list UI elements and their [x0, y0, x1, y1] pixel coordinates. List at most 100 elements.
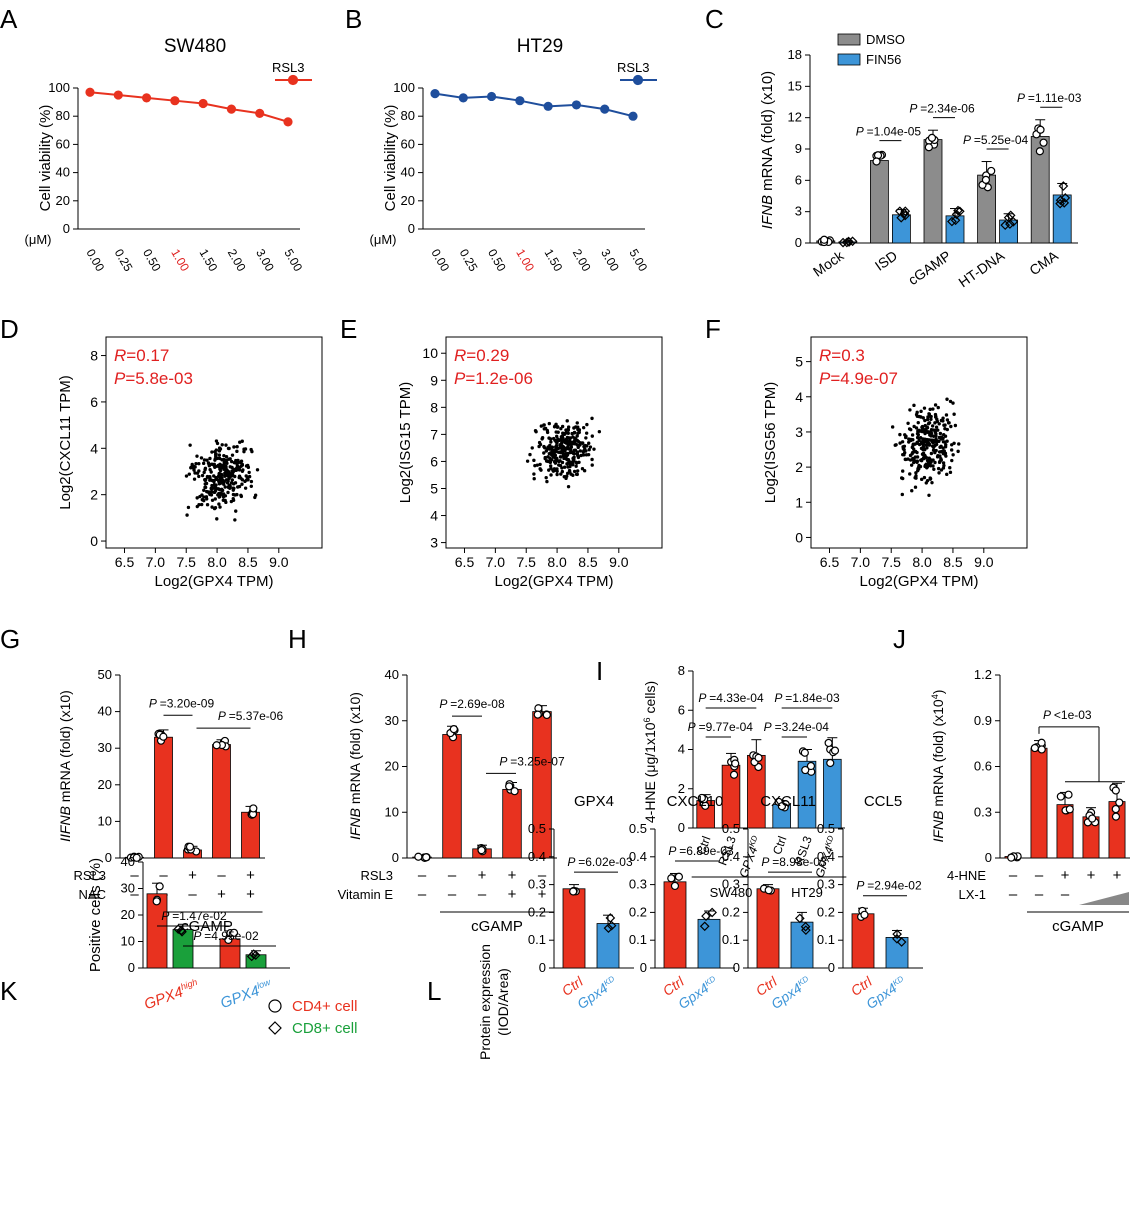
scatter-point — [195, 496, 199, 500]
scatter-point — [909, 463, 914, 467]
y-tick-label: 30 — [121, 881, 135, 896]
replicate-point — [422, 853, 431, 862]
scatter-point — [917, 438, 921, 443]
scatter-point — [575, 452, 580, 456]
bar — [212, 744, 231, 859]
y-label-gene: IFNB — [759, 195, 776, 229]
scatter-point — [564, 454, 569, 458]
subpanel-title: CXCL11 — [760, 793, 816, 810]
legend-label: DMSO — [866, 32, 905, 47]
y-tick-label: 0.4 — [629, 849, 647, 864]
scatter-point — [572, 457, 576, 462]
scatter-point — [907, 440, 911, 444]
scatter-point — [898, 432, 902, 437]
scatter-point — [235, 445, 239, 449]
scatter-point — [921, 452, 926, 457]
scatter-point — [239, 493, 243, 497]
scatter-point — [566, 428, 571, 432]
y-tick-label: 5 — [430, 480, 438, 496]
y-tick-label: 0.1 — [817, 932, 835, 947]
x-tick-label: 0.25 — [457, 247, 481, 275]
scatter-point — [939, 458, 943, 462]
scatter-point — [205, 458, 209, 462]
scatter-point — [539, 424, 544, 428]
p-symbol: P — [454, 369, 466, 388]
y-tick-label: 20 — [401, 193, 415, 208]
data-point — [113, 90, 123, 100]
p-symbol: P — [439, 697, 450, 711]
panel-letter: E — [340, 314, 357, 344]
y-axis-label: IIFNB mRNA (fold) (x10) — [57, 690, 73, 842]
scatter-point — [941, 432, 946, 437]
scatter-point — [548, 443, 552, 448]
x-tick-label: Gpx4KD — [768, 973, 814, 1012]
replicate-point — [892, 933, 902, 944]
scatter-point — [944, 454, 948, 458]
scatter-point — [530, 446, 534, 450]
y-tick-label: 0.4 — [528, 849, 546, 864]
x-tick-label: 6.5 — [820, 554, 840, 570]
scatter-point — [584, 436, 588, 440]
scatter-point — [950, 443, 954, 447]
scatter-point — [945, 439, 949, 443]
scatter-point — [900, 440, 905, 444]
panel-letter: H — [288, 624, 307, 654]
scatter-point — [928, 407, 932, 412]
replicate-point — [249, 804, 258, 813]
scatter-point — [941, 461, 946, 465]
y-tick-label: 40 — [401, 165, 415, 180]
scatter-point — [197, 469, 201, 473]
replicate-point — [224, 935, 233, 945]
scatter-point — [199, 456, 204, 460]
p-value-label: P =2.69e-08 — [439, 697, 505, 711]
panel-b: B HT29 0 20 40 60 80 100 Cell viability (%) (μM) 0… — [345, 4, 657, 274]
data-point — [170, 96, 180, 106]
treatment-sign: + — [508, 867, 517, 884]
replicate-point — [806, 761, 816, 771]
y-tick-label: 10 — [98, 813, 112, 828]
scatter-point — [537, 444, 541, 449]
scatter-point — [212, 479, 216, 484]
scatter-point — [219, 487, 224, 492]
scatter-point — [539, 468, 543, 472]
scatter-point — [212, 482, 217, 487]
scatter-point — [928, 460, 932, 464]
x-tick-label: cGAMP — [905, 247, 954, 288]
panel-letter: J — [893, 624, 906, 654]
scatter-point — [220, 458, 224, 462]
scatter-point — [913, 485, 918, 489]
y-tick-label: 0 — [90, 533, 98, 549]
scatter-point — [948, 470, 953, 475]
replicate-point — [892, 929, 902, 939]
scatter-point — [222, 482, 226, 486]
p-value-label: P =9.77e-04 — [688, 720, 754, 734]
p-value-label: P =5.37e-06 — [218, 709, 284, 723]
scatter-point — [902, 453, 906, 457]
p-value-label: P=1.2e-06 — [454, 369, 533, 388]
y-axis-label: Cell viability (%) — [382, 105, 399, 212]
y-tick-label: 10 — [422, 345, 438, 361]
y-tick-label: 0.5 — [817, 821, 835, 836]
scatter-point — [207, 464, 212, 468]
scatter-point — [925, 458, 930, 463]
y-tick-label: 60 — [56, 136, 70, 151]
replicate-point — [603, 923, 614, 934]
y-label-gene: IIFNB — [57, 806, 73, 842]
scatter-point — [208, 476, 212, 480]
scatter-point — [210, 462, 214, 466]
scatter-point — [933, 460, 937, 465]
scatter-point — [934, 434, 938, 438]
scatter-point — [931, 458, 935, 462]
y-tick-label: 30 — [385, 713, 399, 728]
replicate-point — [794, 913, 805, 924]
scatter-point — [956, 449, 960, 454]
scatter-point — [548, 437, 553, 441]
y-tick-label: 1.2 — [974, 667, 992, 682]
scatter-point — [197, 502, 201, 507]
scatter-point — [934, 414, 938, 419]
scatter-point — [941, 440, 946, 444]
p-value-text: =2.34e-06 — [920, 102, 975, 116]
p-value-label: P=4.9e-07 — [819, 369, 898, 388]
scatter-point — [193, 471, 197, 475]
scatter-point — [953, 423, 958, 428]
